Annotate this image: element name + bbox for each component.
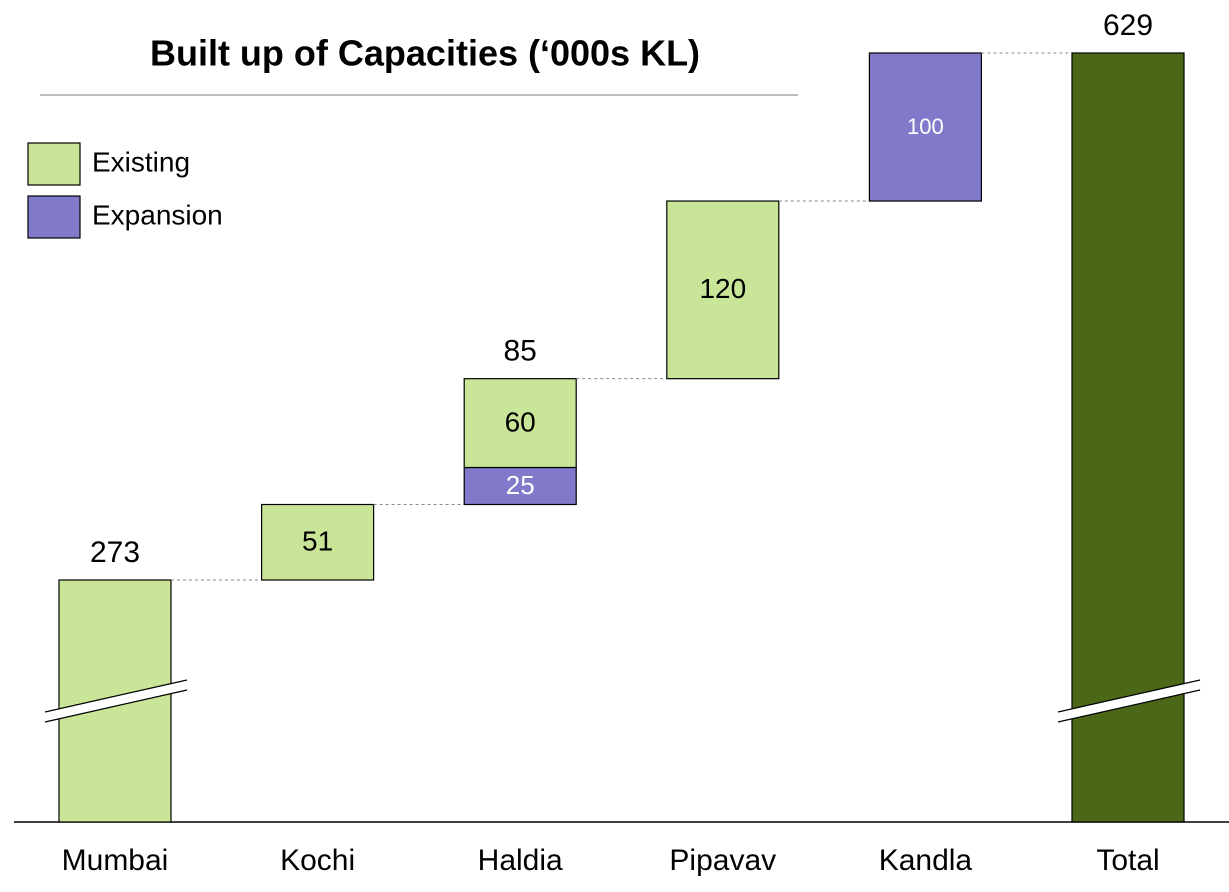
chart-title: Built up of Capacities (‘000s KL): [150, 33, 700, 74]
x-tick-label: Mumbai: [62, 844, 169, 877]
bar: [261, 503, 375, 581]
axis-break-line: [44, 689, 188, 723]
value-label: 25: [506, 470, 535, 500]
axis-break: [45, 680, 187, 722]
axis-break-line: [1057, 689, 1201, 723]
value-label: 120: [699, 273, 746, 304]
axis-break-line: [1057, 679, 1201, 713]
value-label: 51: [302, 526, 333, 557]
bar: [666, 200, 780, 380]
x-tick-label: Total: [1096, 844, 1159, 877]
x-tick-label: Kochi: [280, 844, 355, 877]
legend-label: Existing: [92, 146, 190, 177]
x-tick-label: Kandla: [879, 844, 973, 877]
bar: [868, 52, 983, 202]
value-label: 100: [907, 114, 944, 139]
value-label: 273: [90, 536, 140, 569]
legend-label: Expansion: [92, 199, 223, 230]
value-label: 60: [505, 406, 536, 437]
value-label: 629: [1103, 9, 1153, 42]
axis-break: [1058, 680, 1200, 722]
x-tick-label: Pipavav: [669, 844, 776, 877]
axis-break-line: [44, 679, 188, 713]
legend-swatch: [27, 142, 81, 186]
bar: [463, 378, 577, 469]
stack-total-label: 85: [504, 335, 537, 368]
legend-swatch: [27, 195, 81, 239]
x-tick-label: Haldia: [478, 844, 563, 877]
